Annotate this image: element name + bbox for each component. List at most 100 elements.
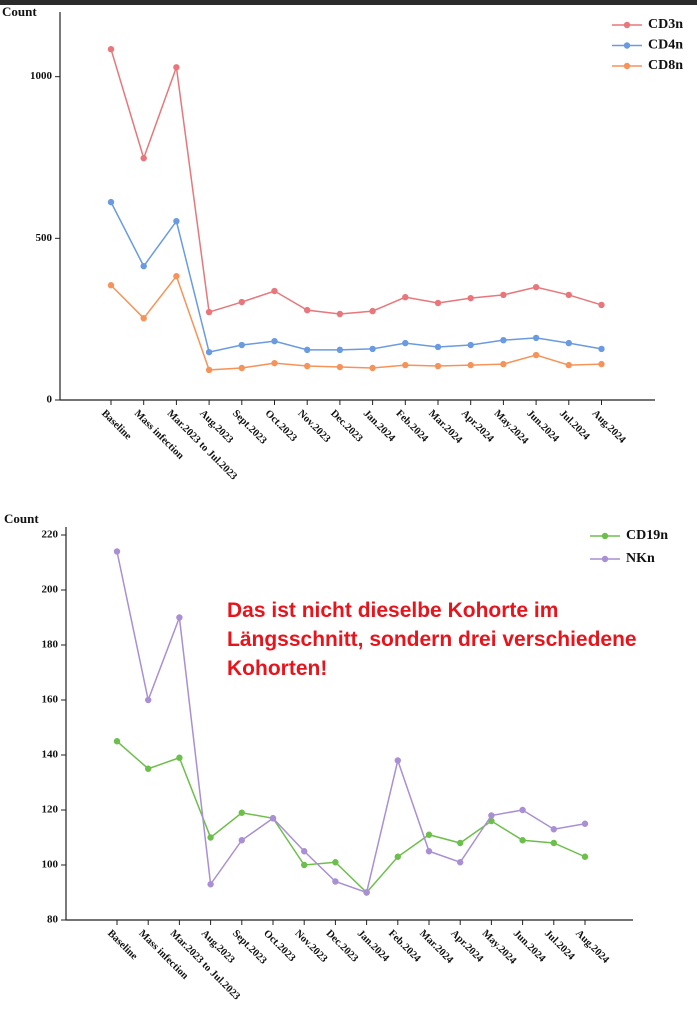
point	[173, 217, 180, 225]
legend-marker	[623, 62, 631, 70]
point	[336, 363, 344, 371]
x-tick-label: Nov.2023	[292, 928, 329, 965]
series-line	[116, 740, 586, 894]
point	[107, 282, 115, 289]
y-tick-label: 160	[42, 694, 59, 706]
point	[332, 878, 339, 885]
x-tick-label: Baseline	[105, 928, 139, 962]
point	[238, 341, 245, 349]
y-tick-label: 500	[36, 232, 53, 244]
y-axis-label: Count	[4, 511, 39, 526]
point	[467, 361, 474, 369]
point	[519, 806, 526, 814]
point	[532, 283, 540, 291]
x-tick-label: Jul.2024	[542, 928, 577, 963]
x-tick-label: Jan.2024	[355, 928, 392, 965]
point	[467, 341, 474, 349]
point	[176, 754, 183, 761]
y-tick-label: 200	[42, 584, 59, 596]
point	[457, 859, 464, 866]
y-tick-label: 0	[47, 394, 53, 406]
x-tick-label: Apr.2024	[448, 928, 485, 965]
point	[369, 307, 376, 315]
point	[173, 272, 180, 280]
point	[304, 306, 311, 314]
x-tick-label: Baseline	[99, 408, 133, 442]
point	[176, 614, 183, 621]
point	[304, 346, 311, 354]
point	[565, 291, 572, 299]
y-tick-label: 220	[42, 529, 59, 541]
series-line	[116, 551, 586, 894]
x-tick-label: Aug.2024	[573, 928, 611, 966]
point	[140, 154, 147, 162]
legend-marker	[623, 21, 631, 29]
legend-label: CD19n	[626, 528, 668, 543]
x-tick-label: May.2024	[492, 408, 531, 447]
point	[304, 362, 311, 370]
point	[271, 337, 278, 345]
point	[269, 815, 277, 822]
point	[238, 809, 245, 816]
x-tick-label: Feb.2024	[386, 928, 423, 965]
legend-marker	[623, 42, 631, 49]
point	[107, 45, 115, 53]
legend-marker	[601, 555, 609, 563]
series-line	[110, 201, 602, 354]
point	[581, 853, 589, 860]
top-bar	[0, 0, 697, 5]
x-tick-label: Aug.2024	[590, 408, 628, 446]
point	[205, 308, 213, 316]
point	[488, 817, 495, 825]
point	[550, 839, 557, 847]
point	[550, 826, 557, 833]
x-tick-label: Nov.2023	[295, 408, 332, 445]
point	[402, 293, 409, 301]
legend-label: CD3n	[648, 17, 683, 32]
legend-label: NKn	[626, 551, 655, 566]
y-tick-label: 180	[42, 639, 59, 651]
point	[581, 820, 589, 827]
point	[488, 812, 495, 819]
x-tick-label: Dec.2023	[328, 408, 364, 444]
point	[205, 348, 213, 356]
point	[301, 861, 308, 869]
annotation: Das ist nicht dieselbe Kohorte im Längss…	[227, 599, 637, 680]
point	[363, 889, 370, 896]
point	[394, 757, 401, 764]
point	[500, 291, 507, 299]
point	[238, 364, 245, 372]
point	[425, 831, 433, 838]
point	[434, 299, 442, 307]
y-tick-label: 100	[42, 859, 59, 871]
y-tick-label: 80	[47, 914, 59, 926]
y-tick-label: 120	[42, 804, 59, 816]
point	[565, 339, 572, 347]
point	[532, 334, 540, 342]
legend-label: CD4n	[648, 38, 683, 53]
point	[207, 834, 214, 841]
y-axis-label: Count	[2, 4, 37, 19]
legend-label: CD8n	[648, 58, 683, 73]
point	[425, 848, 433, 855]
x-tick-label: Mar.2024	[426, 408, 464, 446]
point	[238, 298, 245, 306]
point	[434, 362, 442, 370]
point	[271, 359, 278, 367]
point	[434, 343, 442, 351]
point	[173, 64, 180, 71]
point	[369, 345, 376, 353]
x-tick-label: Jan.2024	[361, 408, 398, 445]
point	[336, 310, 344, 318]
y-tick-label: 140	[42, 749, 59, 761]
point	[238, 837, 245, 844]
point	[500, 336, 507, 344]
point	[205, 366, 213, 374]
x-tick-label: Jun.2024	[524, 408, 561, 445]
point	[140, 262, 147, 270]
point	[113, 548, 121, 555]
series-line	[110, 274, 602, 371]
y-tick-label: 1000	[30, 70, 53, 82]
point	[301, 848, 308, 855]
